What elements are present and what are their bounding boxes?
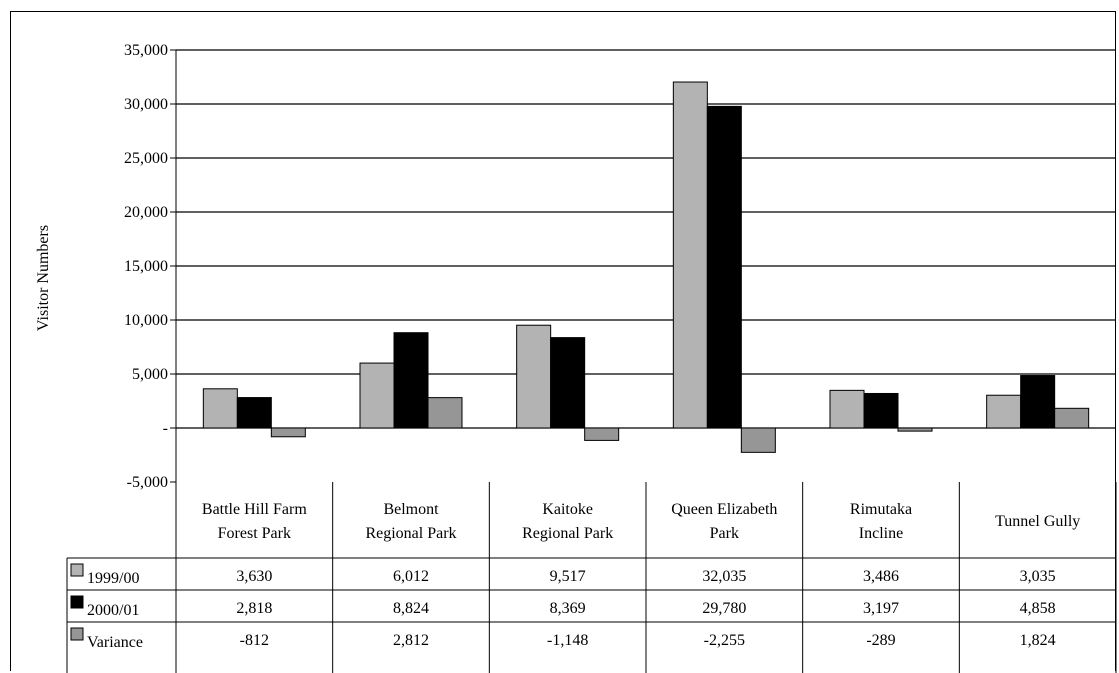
legend-key	[71, 564, 83, 576]
data-table-value: 2,812	[393, 632, 429, 649]
bar	[987, 395, 1021, 428]
category-label: Park	[710, 525, 739, 542]
legend-key	[71, 628, 83, 640]
data-table-value: -2,255	[704, 632, 745, 649]
bar	[203, 389, 237, 428]
data-table-value: 29,780	[702, 600, 746, 617]
bar	[517, 325, 551, 428]
data-table-value: 3,630	[236, 568, 272, 585]
data-table-value: 9,517	[550, 568, 586, 585]
bar	[360, 363, 394, 428]
bar	[707, 106, 741, 428]
y-tick-label: 35,000	[124, 42, 168, 59]
y-tick-label: 30,000	[124, 96, 168, 113]
category-label: Belmont	[383, 501, 439, 518]
bar	[585, 428, 619, 440]
bar	[237, 398, 271, 428]
category-label: Incline	[859, 525, 903, 542]
y-axis-label: Visitor Numbers	[35, 225, 52, 331]
category-label: Battle Hill Farm	[202, 501, 307, 518]
category-label: Regional Park	[522, 525, 613, 542]
bar	[551, 338, 585, 428]
category-label: Rimutaka	[850, 501, 912, 518]
y-tick-label: -5,000	[127, 474, 168, 491]
category-label: Tunnel Gully	[995, 513, 1080, 530]
data-table-value: 3,486	[863, 568, 899, 585]
category-label: Regional Park	[365, 525, 456, 542]
bar	[898, 428, 932, 431]
data-table-value: 4,858	[1020, 600, 1056, 617]
category-label: Queen Elizabeth	[671, 501, 777, 518]
legend-entry: Variance	[87, 634, 143, 651]
y-tick-label: 15,000	[124, 258, 168, 275]
bar	[428, 398, 462, 428]
legend-entry: 2000/01	[87, 602, 139, 619]
bar	[394, 333, 428, 428]
data-table-value: -289	[866, 632, 895, 649]
bar	[271, 428, 305, 437]
bar	[864, 393, 898, 428]
category-label: Kaitoke	[542, 501, 593, 518]
bar	[1055, 408, 1089, 428]
y-tick-label: 25,000	[124, 150, 168, 167]
bar	[1021, 376, 1055, 428]
data-table-value: 6,012	[393, 568, 429, 585]
data-table-value: -812	[240, 632, 269, 649]
y-tick-label: 20,000	[124, 204, 168, 221]
legend-entry: 1999/00	[87, 570, 139, 587]
data-table-value: 3,197	[863, 600, 899, 617]
data-table-value: 2,818	[236, 600, 272, 617]
data-table-value: 1,824	[1020, 632, 1056, 649]
y-tick-label: 5,000	[132, 366, 168, 383]
data-table-value: 8,369	[550, 600, 586, 617]
bar	[830, 390, 864, 428]
data-table-value: 3,035	[1020, 568, 1056, 585]
data-table-value: -1,148	[547, 632, 588, 649]
bar	[673, 82, 707, 428]
data-table-value: 8,824	[393, 600, 429, 617]
y-tick-label: 10,000	[124, 312, 168, 329]
y-tick-label: -	[163, 420, 168, 437]
data-table-value: 32,035	[702, 568, 746, 585]
category-label: Forest Park	[218, 525, 291, 542]
bar	[741, 428, 775, 452]
legend-key	[71, 596, 83, 608]
